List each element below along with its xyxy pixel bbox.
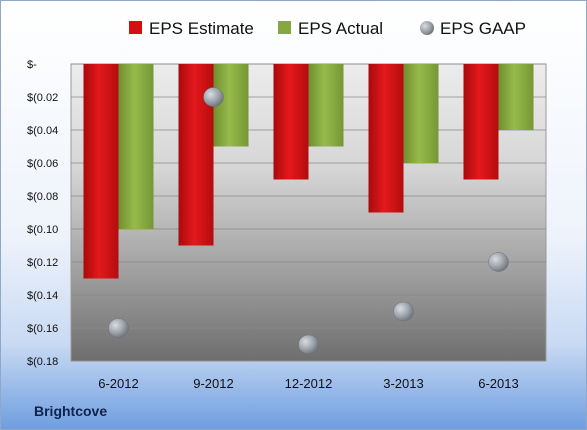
legend-label: EPS Actual <box>298 19 383 38</box>
actual-bar <box>403 64 439 163</box>
y-tick-label: $(0.10 <box>27 224 58 236</box>
y-tick-label: $(0.16 <box>27 323 58 335</box>
legend-swatch-estimate <box>129 21 142 34</box>
gaap-markers <box>108 87 509 355</box>
estimate-bar <box>463 64 499 180</box>
x-axis-categories: 6-2012 9-2012 12-2012 3-2013 6-2013 <box>98 376 518 391</box>
legend: EPS Estimate EPS Actual EPS GAAP <box>129 19 526 38</box>
x-category-label: 12-2012 <box>285 376 333 391</box>
x-category-label: 9-2012 <box>193 376 233 391</box>
y-tick-label: $- <box>27 59 37 71</box>
x-category-label: 3-2013 <box>383 376 423 391</box>
bars <box>83 64 534 279</box>
legend-swatch-actual <box>278 21 291 34</box>
y-tick-label: $(0.06 <box>27 158 58 170</box>
y-tick-label: $(0.18 <box>27 356 58 368</box>
y-tick-label: $(0.04 <box>27 125 58 137</box>
legend-swatch-gaap <box>420 21 434 35</box>
estimate-bar <box>273 64 309 180</box>
gaap-marker <box>108 318 129 338</box>
y-tick-label: $(0.12 <box>27 257 58 269</box>
actual-bar <box>308 64 344 147</box>
y-axis-ticks: $- $(0.02 $(0.04 $(0.06 $(0.08 $(0.10 $(0.12 $(… <box>27 59 58 368</box>
company-name: Brightcove <box>34 403 108 419</box>
actual-bar <box>118 64 154 229</box>
legend-label: EPS Estimate <box>149 19 254 38</box>
gaap-marker <box>203 87 224 107</box>
gaap-marker <box>488 252 509 272</box>
estimate-bar <box>368 64 404 213</box>
actual-bar <box>213 64 249 147</box>
gaap-marker <box>298 334 319 355</box>
estimate-bar <box>83 64 119 279</box>
y-tick-label: $(0.08 <box>27 191 58 203</box>
legend-label: EPS GAAP <box>440 19 526 38</box>
x-category-label: 6-2013 <box>478 376 518 391</box>
y-tick-label: $(0.14 <box>27 290 58 302</box>
x-category-label: 6-2012 <box>98 376 138 391</box>
gaap-marker <box>393 301 414 322</box>
actual-bar <box>498 64 534 130</box>
y-tick-label: $(0.02 <box>27 92 58 104</box>
